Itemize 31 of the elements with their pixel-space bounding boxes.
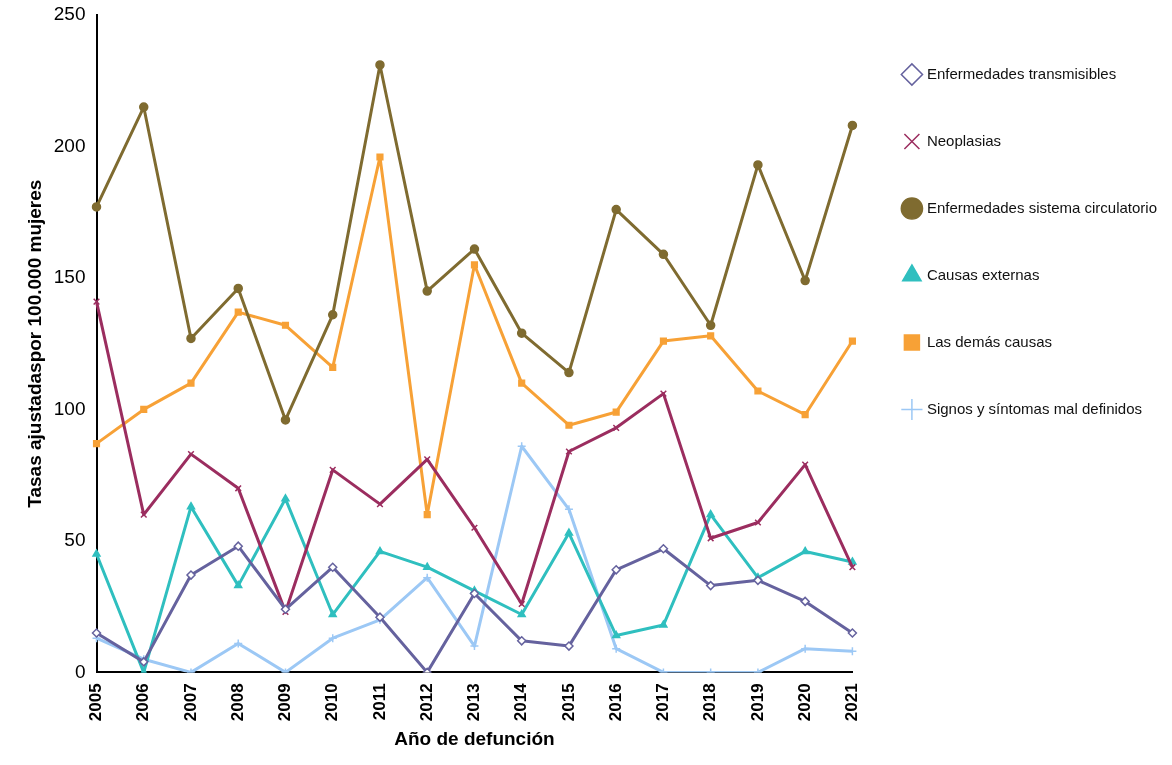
y-tick-label: 150 [53,266,86,288]
x-tick-label: 2019 [747,683,767,722]
y-tick-label: 50 [64,529,86,551]
x-tick-label: 2006 [133,683,153,722]
x-tick-label: 2020 [794,683,814,722]
x-tick-label: 2012 [416,683,436,722]
x-tick-label: 2014 [511,682,531,722]
legend-label: Las demás causas [926,332,1052,350]
x-tick-label: 2018 [700,683,720,722]
y-tick-label: 250 [53,3,86,25]
y-axis-title: Tasas ajustadaspor 100.000 mujeres [23,179,45,508]
x-tick-label: 2021 [842,683,862,722]
x-tick-label: 2017 [653,683,673,722]
y-tick-label: 0 [74,660,86,682]
legend-label: Causas externas [926,265,1040,283]
x-tick-label: 2007 [180,683,200,722]
x-tick-label: 2013 [464,683,484,722]
legend-label: Signos y síntomas mal definidos [926,399,1143,417]
legend-label: Enfermedades sistema circulatorio [926,198,1158,216]
legend-label: Neoplasias [926,131,1002,149]
x-tick-label: 2016 [605,683,625,722]
y-tick-label: 200 [53,134,86,156]
x-tick-label: 2005 [86,683,106,722]
x-tick-label: 2011 [369,683,389,721]
y-tick-label: 100 [53,397,86,419]
x-tick-label: 2009 [275,683,295,722]
x-tick-label: 2010 [322,683,342,722]
x-tick-label: 2015 [558,683,578,722]
x-axis-title: Año de defunción [394,727,555,749]
x-tick-label: 2008 [227,683,247,722]
legend-label: Enfermedades transmisibles [926,64,1117,82]
